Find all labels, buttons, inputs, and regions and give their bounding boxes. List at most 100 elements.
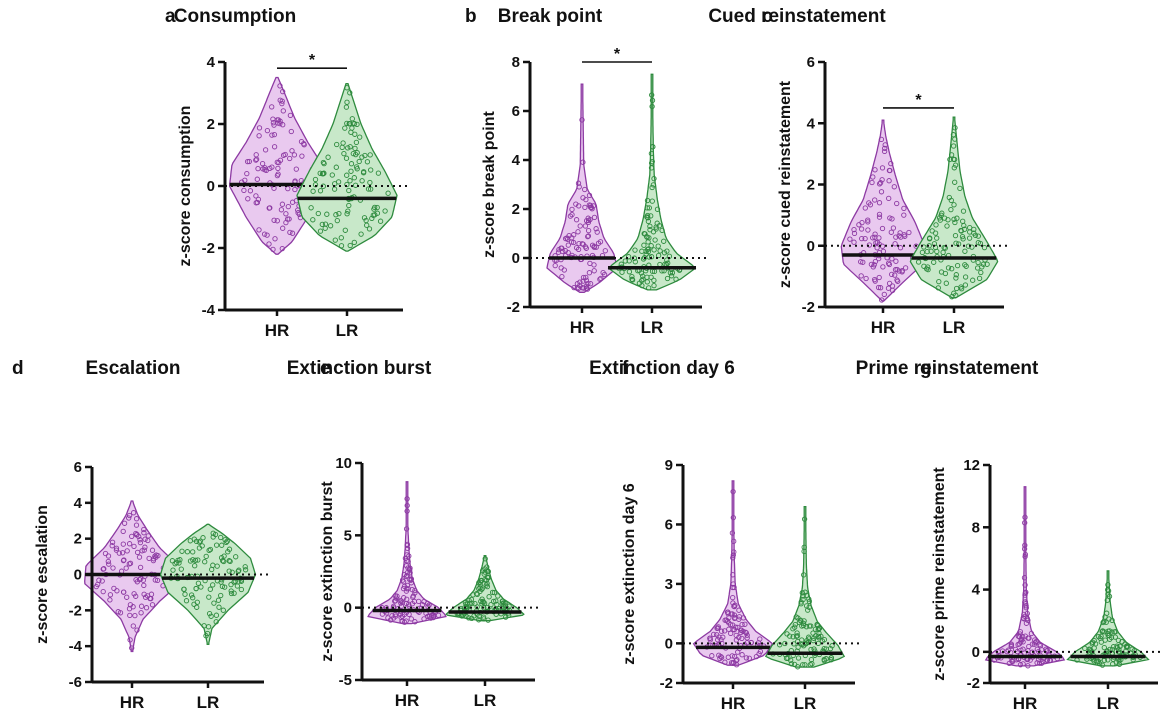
data-point [862,205,868,211]
data-point [601,271,608,278]
data-point [124,548,130,554]
data-point [644,279,650,285]
y-tick-label: -2 [660,675,673,692]
data-point [219,542,225,548]
data-point [338,235,344,241]
data-point [145,593,151,599]
y-tick-label: 0 [74,567,82,584]
data-point [552,262,558,269]
data-point [901,205,907,212]
data-point [490,598,497,605]
data-point [133,530,139,537]
data-point [361,215,368,221]
data-point [915,259,922,265]
data-point [632,247,638,253]
data-point [961,222,967,229]
data-point [506,603,512,609]
data-point [308,205,314,211]
data-point [649,97,656,104]
data-point [1109,646,1116,653]
data-point [954,262,961,269]
data-point [229,569,235,575]
data-point [192,563,198,569]
data-point [278,207,285,213]
data-point [277,83,283,89]
data-point [216,604,222,610]
data-point [739,652,745,658]
data-point [943,280,949,286]
data-point [893,234,899,240]
data-point [365,186,372,192]
data-point [1106,632,1112,639]
data-point [183,598,190,604]
data-point [344,85,350,91]
data-point [969,244,975,250]
data-point [344,172,350,178]
data-point [594,229,600,235]
data-point [583,245,589,251]
data-point [110,565,116,571]
data-point [247,188,254,194]
data-point [739,635,745,642]
data-point [721,628,728,634]
data-point [412,590,418,596]
data-point [1100,619,1106,626]
data-point [791,661,798,668]
y-tick-label: 0 [807,238,815,255]
data-point [482,569,488,575]
data-point [254,199,261,206]
data-point [298,138,305,145]
data-point [808,656,815,663]
data-point [291,152,298,158]
data-point [951,202,957,208]
data-point [650,144,656,150]
category-label: LR [336,321,359,340]
data-point [806,623,813,629]
data-point [138,603,145,609]
data-point [231,590,237,596]
data-point [650,182,657,188]
data-point [885,260,892,266]
data-point [639,248,645,254]
data-point [154,577,161,584]
data-point [271,217,277,223]
data-point [137,564,144,571]
data-point [653,226,659,232]
data-point [482,556,488,562]
data-point [270,116,276,122]
data-point [1110,644,1117,650]
data-point [339,144,345,151]
data-point [892,241,898,247]
data-point [270,246,276,253]
data-point [655,243,661,249]
data-point [317,170,323,176]
data-point [921,263,927,269]
data-point [1101,644,1107,651]
data-point [579,241,585,247]
data-point [962,262,968,268]
data-point [589,206,595,212]
data-point [1025,648,1031,654]
data-point [486,594,492,600]
data-point [1023,605,1029,611]
data-point [648,150,655,157]
category-label: LR [197,693,220,712]
data-point [403,588,410,594]
data-point [131,543,137,550]
data-point [976,275,983,282]
data-point [1111,629,1118,635]
data-point [398,614,404,621]
data-point [244,158,251,165]
data-point [402,555,409,561]
data-point [368,167,374,173]
data-point [287,155,293,162]
data-point [334,141,340,148]
data-point [287,112,294,119]
data-point [657,248,663,254]
y-tick-label: 10 [335,455,352,472]
data-point [267,165,273,172]
data-point [130,510,137,516]
data-point [651,277,657,284]
